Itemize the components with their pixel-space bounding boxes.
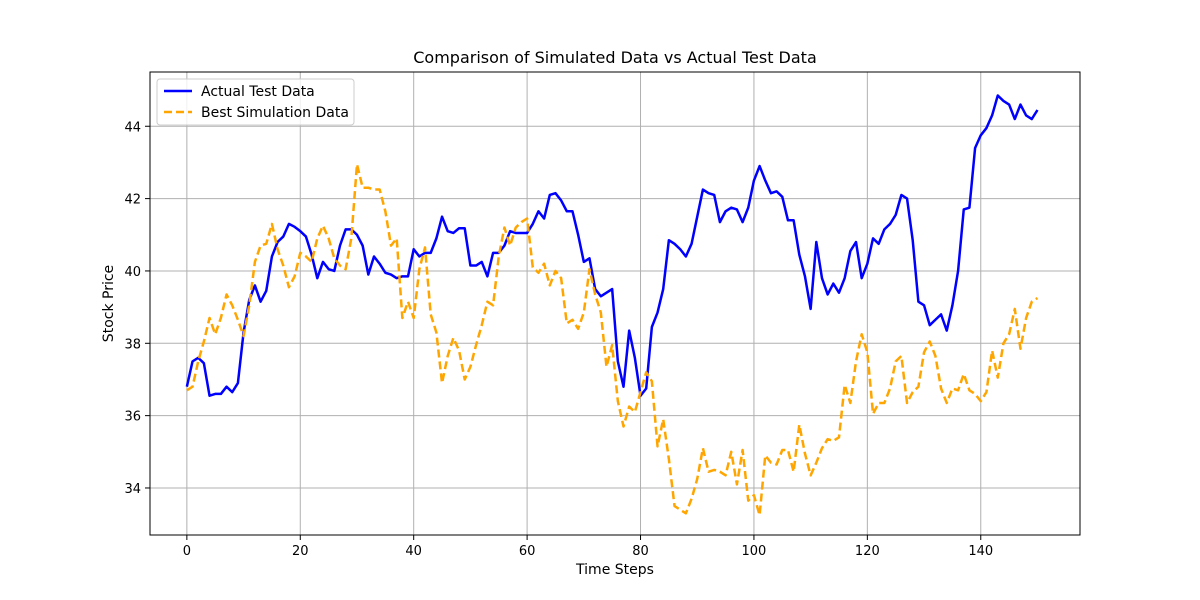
x-tick-label: 20	[292, 544, 309, 559]
plot-frame	[149, 71, 1081, 536]
y-tick-label: 40	[124, 265, 141, 280]
y-tick-label: 44	[124, 120, 141, 135]
legend-label-actual: Actual Test Data	[201, 84, 315, 100]
x-tick-label: 0	[183, 544, 191, 559]
x-tick-label: 80	[632, 544, 649, 559]
legend-label-simulation: Best Simulation Data	[201, 105, 349, 121]
axis-ticks: 0 20 40 60 80 100 120 140 34 36 38 40 42 44	[124, 120, 993, 559]
y-tick-label: 34	[124, 482, 141, 497]
grid-lines	[150, 72, 1080, 535]
x-axis-label: Time Steps	[575, 562, 654, 578]
y-tick-label: 42	[124, 193, 141, 208]
series-line-simulation	[186, 162, 1039, 517]
series-line-actual	[185, 94, 1039, 397]
chart-title: Comparison of Simulated Data vs Actual T…	[413, 48, 817, 67]
x-tick-label: 140	[968, 544, 993, 559]
x-tick-label: 60	[519, 544, 536, 559]
x-tick-label: 120	[855, 544, 880, 559]
y-tick-label: 36	[124, 410, 141, 425]
x-tick-label: 100	[742, 544, 767, 559]
y-axis-label: Stock Price	[101, 265, 117, 342]
legend-box	[156, 78, 355, 126]
series-layer	[185, 94, 1039, 517]
x-tick-label: 40	[405, 544, 422, 559]
y-tick-label: 38	[124, 337, 141, 352]
legend: Actual Test Data Best Simulation Data	[156, 78, 355, 126]
